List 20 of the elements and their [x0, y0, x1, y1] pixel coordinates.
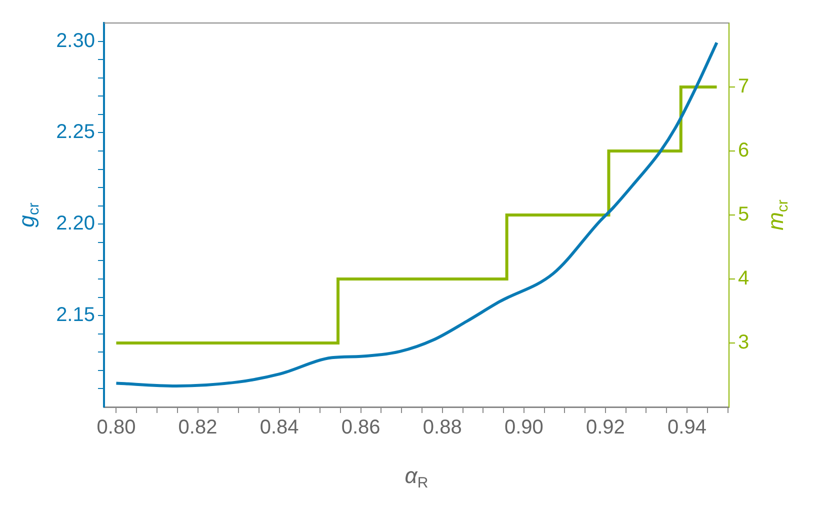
x-tick-label: 0.82 [178, 416, 218, 439]
x-tick-label: 0.92 [586, 416, 625, 439]
y-tick-label: 2.30 [56, 30, 95, 52]
y-tick-label: 2.20 [56, 212, 95, 235]
y-tick-label: 2.25 [56, 121, 95, 144]
x-tick-label: 0.94 [668, 416, 706, 439]
x-tick-label: 0.80 [96, 416, 136, 439]
y2-tick-label: 5 [738, 204, 750, 226]
y2-tick-label: 4 [738, 268, 750, 290]
x-tick-label: 0.84 [260, 416, 299, 439]
y2-tick-label: 7 [738, 76, 750, 98]
y-axis-title: gcr [14, 202, 43, 228]
y2-tick-label: 6 [738, 140, 750, 162]
x-tick-label: 0.88 [422, 416, 462, 439]
y-tick-label: 2.15 [56, 304, 95, 326]
x-tick-label: 0.86 [341, 416, 380, 439]
line-series [114, 41, 718, 388]
x-tick-label: 0.90 [504, 416, 544, 439]
y2-axis-title: mcr [763, 200, 792, 230]
y2-tick-label: 3 [738, 332, 750, 354]
